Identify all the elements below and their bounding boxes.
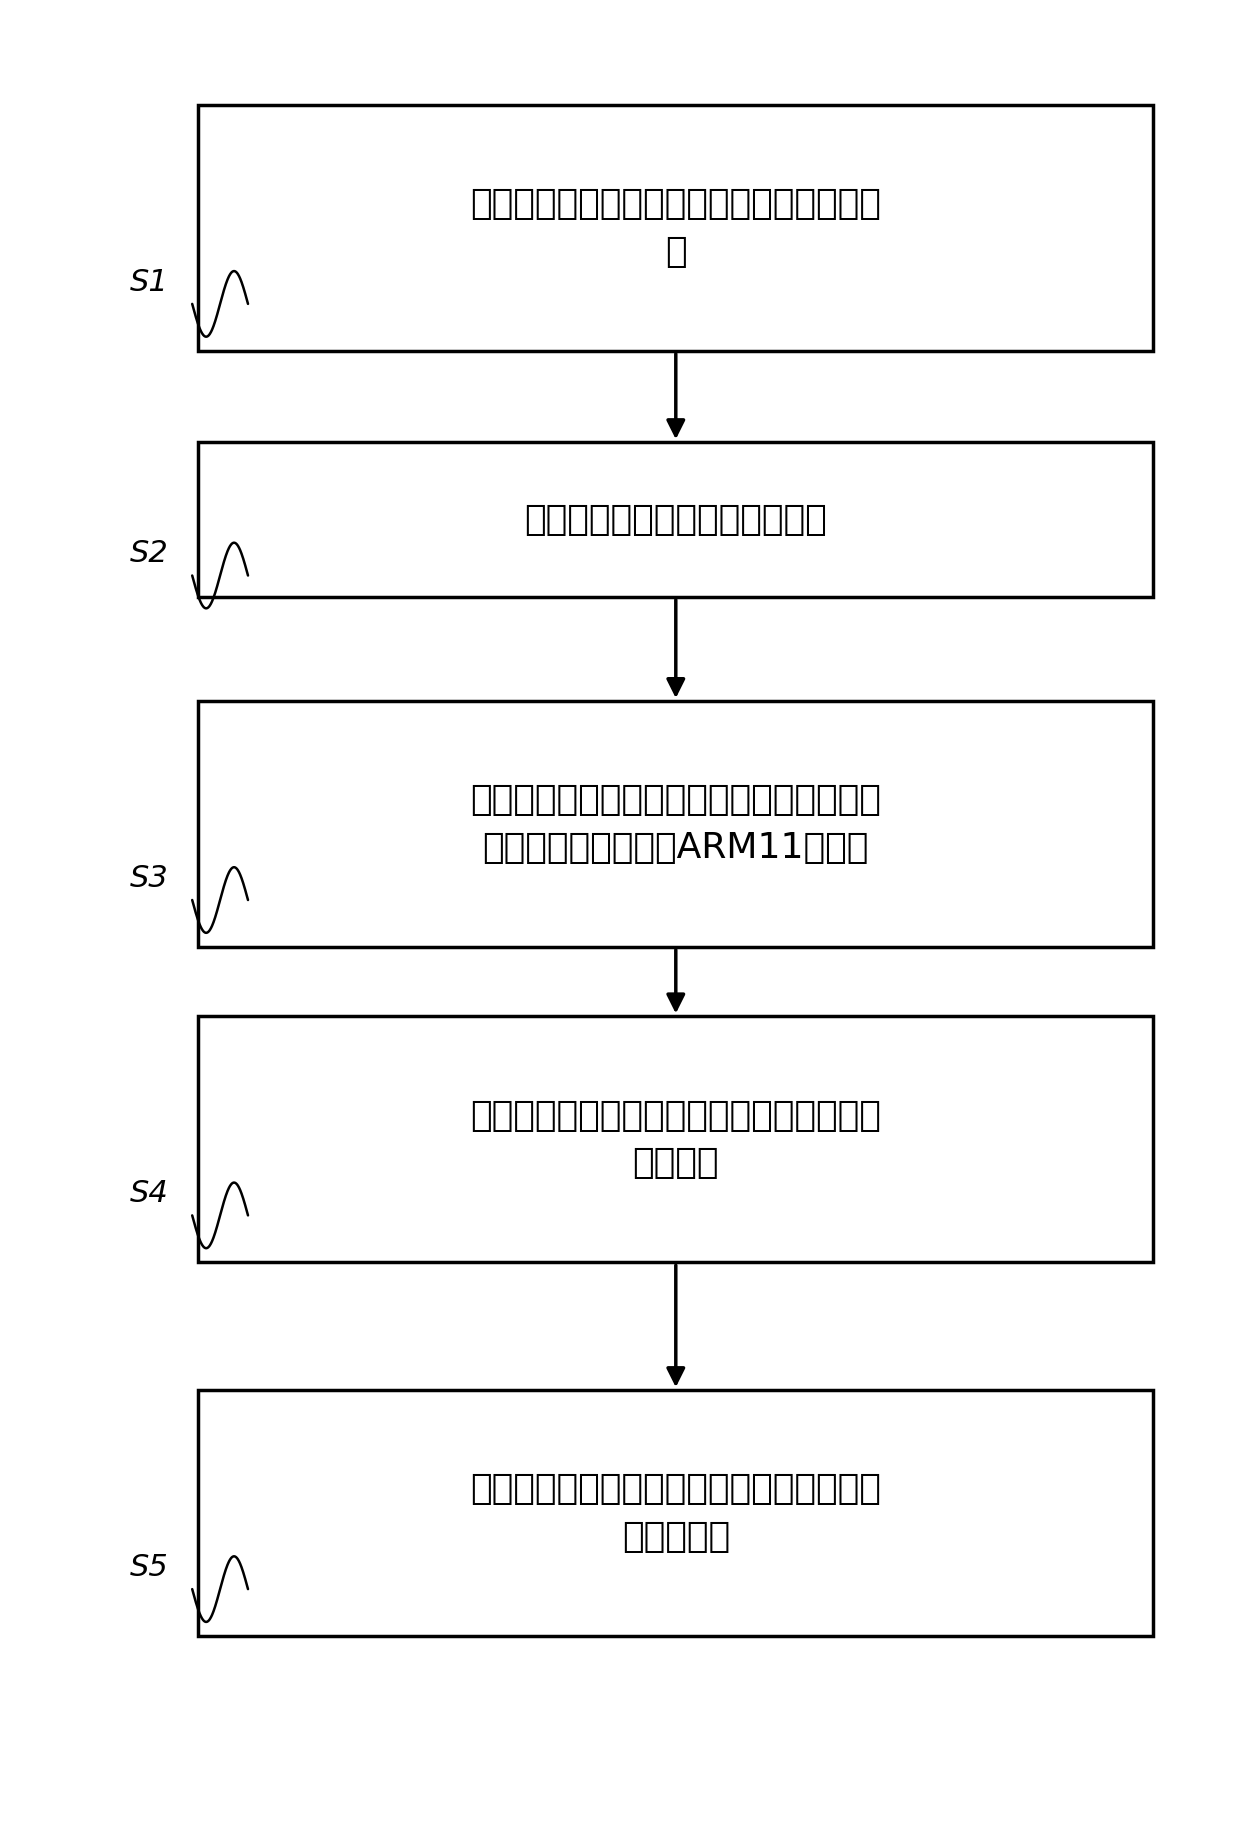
- Text: S5: S5: [130, 1553, 169, 1582]
- Bar: [198, 104, 1153, 350]
- Text: 获取各设备的初始状态，进行设备初始化处
理: 获取各设备的初始状态，进行设备初始化处 理: [470, 188, 882, 268]
- Text: S4: S4: [130, 1179, 169, 1209]
- Text: 获取现场环境的温度数据和湿度数据，并按
序组成数据包发送给ARM11控制器: 获取现场环境的温度数据和湿度数据，并按 序组成数据包发送给ARM11控制器: [470, 784, 882, 864]
- Text: 预设定温度正常値和湿度正常値: 预设定温度正常値和湿度正常値: [525, 503, 827, 536]
- Text: S1: S1: [130, 268, 169, 297]
- Text: S3: S3: [130, 864, 169, 893]
- Bar: [198, 1389, 1153, 1637]
- Text: 根据分析报告生成并发送相应的控制指令给
相应的设备: 根据分析报告生成并发送相应的控制指令给 相应的设备: [470, 1473, 882, 1553]
- Text: 对接收的数据包进行存储并分析处理，生成
分析报告: 对接收的数据包进行存储并分析处理，生成 分析报告: [470, 1099, 882, 1179]
- Bar: [198, 443, 1153, 598]
- Bar: [198, 1017, 1153, 1262]
- Bar: [198, 700, 1153, 946]
- Text: S2: S2: [130, 540, 169, 569]
